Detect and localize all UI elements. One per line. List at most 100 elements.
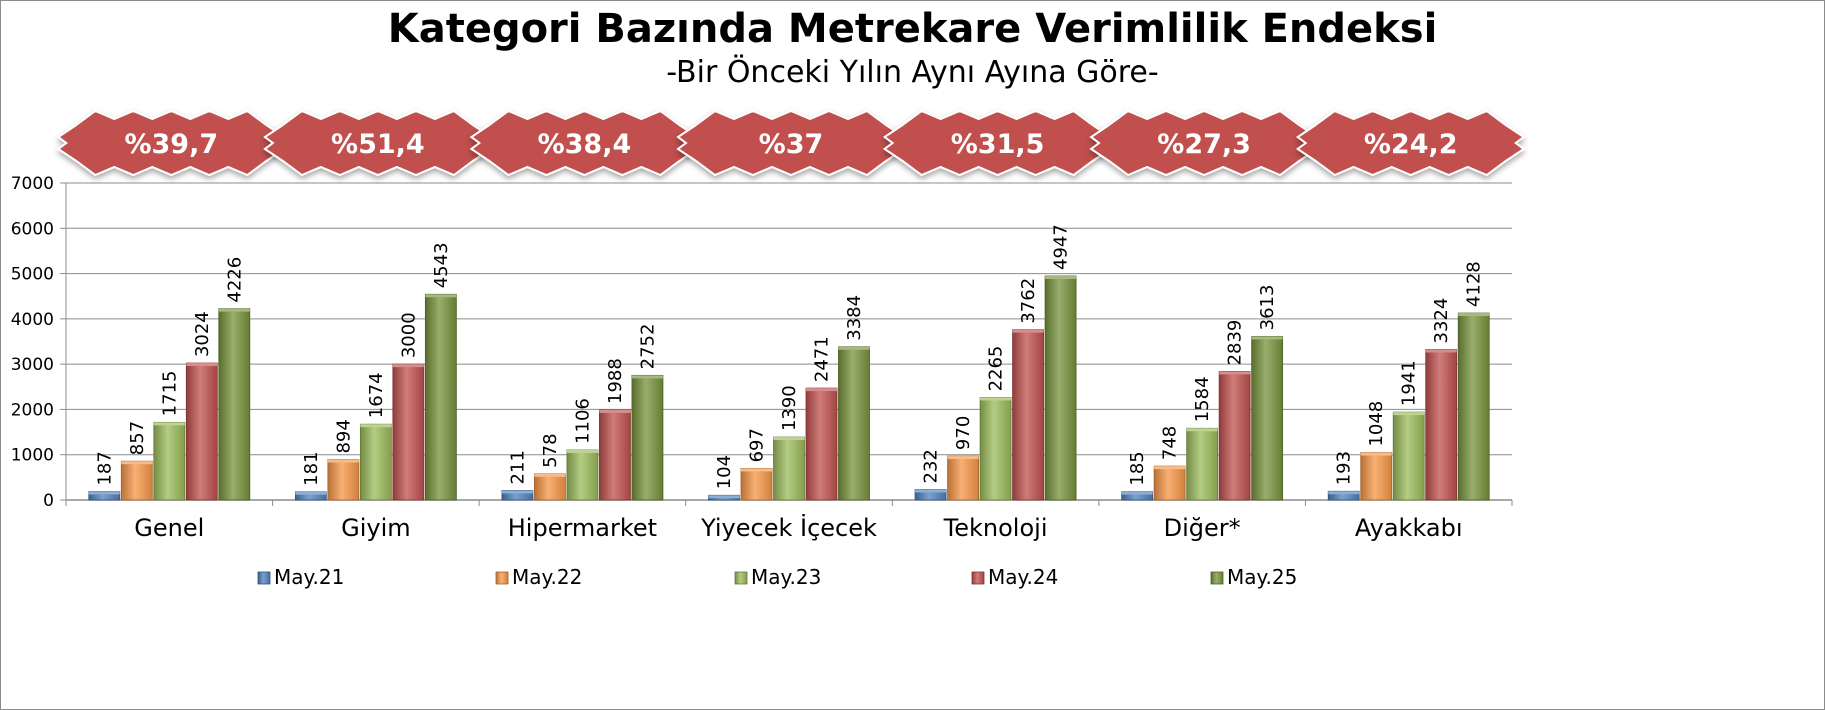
bar-top: [1425, 349, 1457, 353]
growth-badge-label: %27,3: [1157, 129, 1251, 160]
bar-top: [566, 449, 598, 453]
y-tick-label: 7000: [11, 174, 54, 194]
growth-badge-label: %39,7: [124, 129, 218, 160]
bar: [773, 436, 805, 501]
legend-label: May.22: [512, 565, 582, 589]
bar: [1012, 329, 1044, 501]
bar: [424, 293, 457, 501]
legend-label: May.24: [988, 565, 1058, 589]
growth-badge-label: %38,4: [538, 129, 632, 160]
data-label: 1988: [605, 358, 626, 404]
data-label: 970: [953, 416, 974, 450]
data-label: 857: [127, 421, 148, 455]
category-label: Ayakkabı: [1355, 514, 1463, 542]
y-tick-label: 5000: [11, 265, 54, 285]
data-label: 1048: [1366, 401, 1387, 447]
bar-top: [121, 461, 153, 465]
data-label: 4947: [1051, 224, 1072, 270]
bar: [805, 387, 838, 501]
data-label: 181: [301, 451, 322, 485]
data-label: 2752: [637, 324, 658, 370]
category-label: Teknoloji: [943, 514, 1048, 542]
data-label: 3324: [1431, 298, 1452, 344]
data-label: 3000: [398, 312, 419, 358]
bar: [392, 363, 425, 501]
data-label: 697: [747, 428, 768, 462]
bar-top: [186, 363, 218, 367]
bar-top: [218, 308, 250, 312]
data-label: 4128: [1464, 261, 1485, 307]
bar: [185, 362, 218, 501]
data-label: 3762: [1018, 278, 1039, 324]
bar: [1044, 275, 1077, 501]
bar-top: [1360, 452, 1392, 456]
bar-top: [534, 473, 566, 477]
y-tick-label: 4000: [11, 310, 54, 330]
bar-top: [360, 424, 392, 428]
category-label: Giyim: [341, 514, 411, 542]
bar-top: [501, 490, 533, 494]
bar-top: [1012, 329, 1044, 333]
data-label: 104: [714, 455, 735, 489]
bar: [1186, 427, 1219, 501]
data-label: 578: [540, 433, 561, 467]
bar-top: [631, 375, 663, 379]
chart-subtitle: -Bir Önceki Yılın Aynı Ayına Göre-: [666, 55, 1159, 90]
y-tick-label: 3000: [11, 355, 54, 375]
bar-top: [1251, 336, 1283, 340]
growth-badge: [263, 109, 493, 177]
bar: [1425, 349, 1458, 501]
bar: [979, 397, 1012, 501]
data-label: 1390: [779, 385, 800, 431]
growth-badge-label: %31,5: [951, 129, 1045, 160]
data-label: 1584: [1192, 376, 1213, 422]
bar-top: [773, 437, 805, 441]
data-label: 3024: [192, 311, 213, 357]
bar: [1392, 411, 1425, 501]
growth-badge-label: %24,2: [1364, 129, 1458, 160]
y-tick-label: 6000: [11, 219, 54, 239]
bar-top: [153, 422, 185, 426]
bar-top: [599, 409, 631, 413]
bar-top: [425, 294, 457, 298]
growth-badge: [676, 109, 906, 177]
bar-top: [1328, 491, 1360, 495]
category-label: Yiyecek İçecek: [700, 513, 877, 542]
bar: [120, 460, 153, 501]
bar: [327, 459, 360, 501]
data-label: 211: [507, 450, 528, 484]
data-label: 3384: [844, 295, 865, 341]
bar-top: [838, 346, 870, 350]
bar: [838, 346, 870, 501]
data-label: 193: [1334, 451, 1355, 485]
data-label: 2839: [1225, 320, 1246, 366]
bar-top: [947, 456, 979, 460]
data-label: 1941: [1399, 360, 1420, 406]
category-label: Diğer*: [1164, 514, 1241, 542]
data-label: 2471: [812, 336, 833, 382]
bar: [631, 374, 664, 501]
y-tick-label: 0: [43, 491, 54, 511]
bar-top: [327, 459, 359, 463]
bar: [359, 423, 392, 501]
y-tick-label: 1000: [11, 446, 54, 466]
legend-swatch: [971, 571, 985, 585]
legend-swatch: [734, 571, 748, 585]
bar: [947, 455, 979, 501]
bar-top: [392, 364, 424, 368]
data-label: 4543: [431, 242, 452, 288]
bar-top: [1219, 371, 1251, 375]
growth-badge: [1089, 109, 1319, 177]
bar-top: [88, 491, 120, 495]
legend-swatch: [1210, 571, 1224, 585]
legend-swatch: [257, 571, 271, 585]
bar: [1251, 335, 1284, 501]
bar: [599, 409, 631, 501]
chart-title: Kategori Bazında Metrekare Verimlilik En…: [387, 6, 1438, 52]
legend-label: May.23: [751, 565, 821, 589]
bar-top: [295, 491, 327, 495]
legend-swatch: [495, 571, 509, 585]
bar-top: [1121, 491, 1153, 495]
bar-top: [708, 495, 740, 499]
